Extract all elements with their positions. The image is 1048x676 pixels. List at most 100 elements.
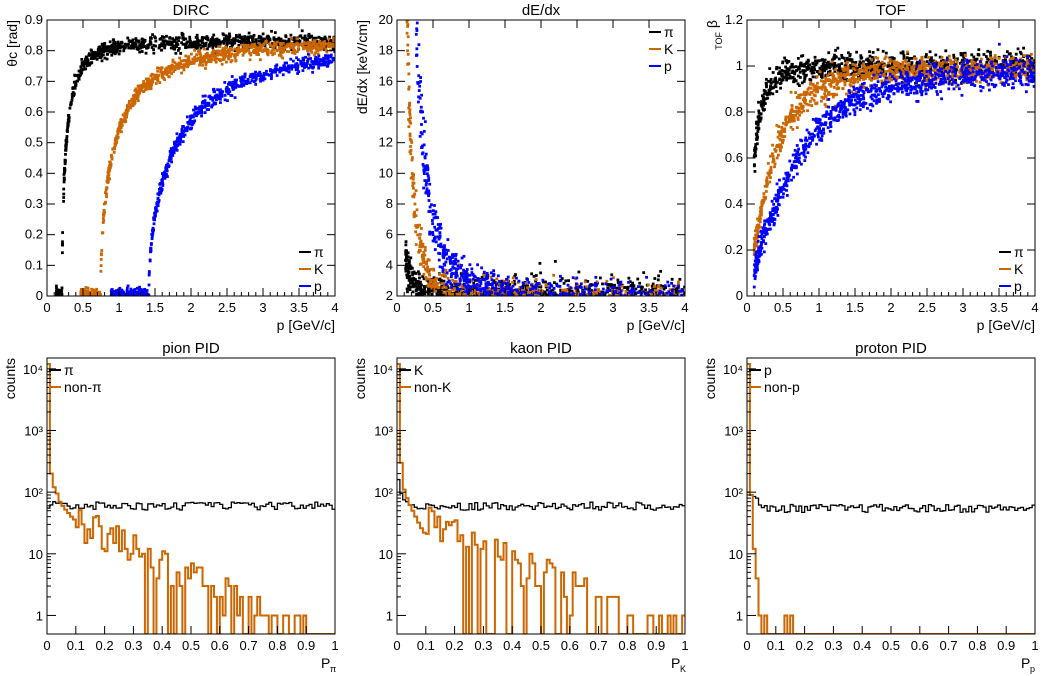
- data-point: [428, 282, 431, 286]
- data-point: [417, 272, 421, 276]
- data-point: [145, 289, 149, 292]
- data-point: [415, 47, 419, 51]
- data-point: [459, 266, 462, 270]
- data-point: [799, 61, 803, 65]
- data-point: [95, 51, 99, 55]
- data-point: [320, 47, 324, 51]
- data-point: [544, 280, 547, 284]
- data-point: [125, 106, 129, 110]
- data-point: [270, 69, 274, 73]
- data-point: [638, 281, 642, 285]
- data-point: [154, 77, 157, 80]
- data-point: [768, 88, 772, 91]
- data-point: [154, 36, 157, 40]
- data-point: [275, 40, 279, 44]
- data-point: [576, 285, 580, 289]
- data-point: [452, 254, 456, 258]
- data-point: [112, 150, 116, 154]
- data-point: [190, 119, 194, 123]
- data-point: [57, 290, 61, 294]
- y-tick-label: 0.2: [25, 227, 43, 242]
- data-point: [292, 36, 296, 40]
- data-point: [580, 286, 583, 289]
- data-point: [1002, 54, 1006, 58]
- data-point: [110, 53, 114, 57]
- data-point: [427, 210, 431, 213]
- data-point: [619, 293, 623, 296]
- data-point: [620, 284, 624, 288]
- data-point: [423, 246, 427, 249]
- data-point: [473, 279, 477, 282]
- data-point: [206, 36, 210, 40]
- data-point: [544, 284, 548, 287]
- data-point: [297, 44, 301, 47]
- data-point: [329, 48, 332, 52]
- data-point: [226, 48, 230, 52]
- x-tick-label: 3.5: [640, 300, 658, 315]
- x-tick-label: 3: [609, 300, 616, 315]
- data-point: [765, 83, 768, 86]
- data-point: [118, 49, 122, 53]
- data-point: [408, 150, 412, 154]
- data-point: [407, 87, 411, 91]
- data-point: [234, 82, 238, 86]
- data-point: [163, 175, 167, 178]
- data-point: [299, 59, 303, 63]
- data-point: [321, 58, 324, 62]
- data-point: [434, 282, 438, 286]
- data-point: [91, 50, 95, 54]
- data-point: [61, 251, 64, 255]
- data-point: [305, 47, 309, 50]
- data-point: [667, 284, 671, 288]
- y-tick-label: 10: [379, 165, 393, 180]
- data-point: [255, 53, 259, 56]
- data-point: [64, 143, 68, 147]
- data-point: [154, 214, 157, 218]
- data-point: [405, 31, 409, 35]
- data-point: [254, 40, 258, 44]
- data-point: [192, 60, 196, 64]
- data-point: [569, 291, 573, 295]
- data-point: [984, 55, 988, 58]
- data-point: [832, 66, 836, 70]
- data-point: [487, 293, 491, 296]
- data-point: [295, 67, 298, 71]
- data-point: [181, 36, 185, 40]
- data-point: [189, 52, 193, 56]
- data-point: [151, 226, 155, 230]
- data-point: [839, 68, 842, 72]
- data-point: [56, 291, 59, 295]
- data-point: [224, 52, 227, 55]
- data-point: [677, 291, 680, 295]
- data-point: [661, 284, 665, 288]
- data-point: [509, 292, 513, 296]
- data-point: [201, 100, 205, 103]
- data-point: [148, 85, 152, 89]
- data-point: [424, 262, 428, 266]
- data-point: [87, 52, 91, 56]
- data-point: [125, 110, 128, 114]
- data-point: [451, 294, 455, 296]
- data-point: [557, 284, 560, 288]
- data-point: [472, 294, 476, 296]
- data-point: [658, 289, 662, 293]
- data-point: [217, 42, 221, 46]
- data-point: [461, 272, 465, 276]
- data-point: [558, 284, 562, 288]
- data-point: [905, 56, 909, 60]
- data-point: [227, 82, 230, 86]
- data-point: [108, 164, 112, 168]
- data-point: [651, 282, 655, 286]
- data-point: [659, 291, 663, 295]
- data-point: [312, 36, 315, 40]
- data-point: [466, 290, 470, 294]
- data-point: [100, 47, 103, 51]
- data-point: [324, 37, 327, 40]
- data-point: [89, 57, 93, 61]
- data-point: [428, 284, 432, 288]
- data-point: [540, 289, 544, 293]
- data-point: [954, 69, 958, 73]
- data-point: [768, 91, 772, 95]
- data-point: [329, 44, 332, 48]
- data-point: [609, 277, 613, 281]
